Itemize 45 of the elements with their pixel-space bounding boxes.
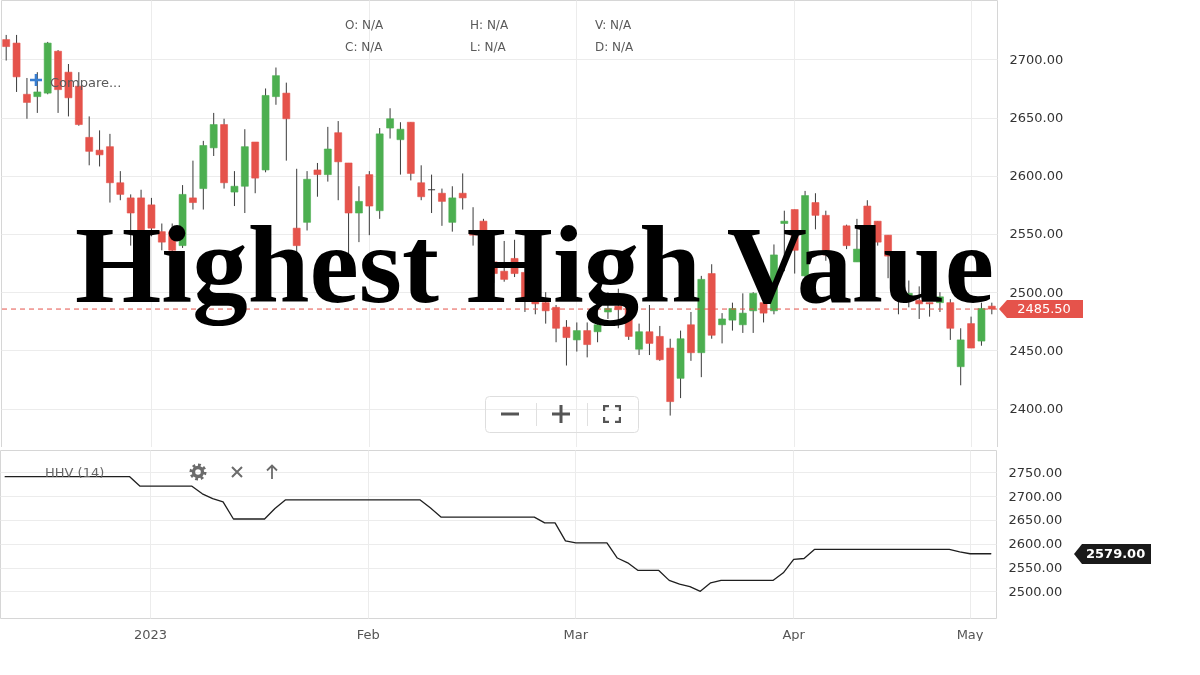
candlestick — [438, 188, 446, 227]
annotation: D: N/A — [595, 39, 634, 55]
candlestick — [189, 160, 197, 211]
candlestick — [33, 71, 42, 114]
candlestick — [396, 121, 405, 176]
candlestick — [95, 129, 104, 167]
y-tick-label: 2700.00 — [1009, 51, 1064, 67]
candlestick — [458, 172, 467, 211]
y-tick-label: 2500.00 — [1008, 583, 1063, 599]
candlestick — [209, 112, 218, 157]
y-tick-label: 2450.00 — [1009, 342, 1064, 358]
x-tick-label: Mar — [563, 626, 589, 642]
candlestick — [272, 67, 280, 106]
y-tick-label: 2650.00 — [1008, 512, 1063, 528]
y-tick-label: 2550.00 — [1009, 226, 1064, 242]
candlestick — [386, 107, 394, 140]
y-tick-label: 2400.00 — [1009, 401, 1064, 417]
candlestick — [313, 162, 322, 198]
annotation: V: N/A — [595, 17, 632, 33]
annotation: L: N/A — [470, 39, 506, 55]
y-tick-label: 2650.00 — [1009, 110, 1064, 126]
candlestick — [417, 164, 425, 201]
x-tick-label: Apr — [782, 626, 806, 642]
candlestick — [85, 115, 93, 166]
x-tick-label: 2023 — [133, 626, 167, 642]
y-tick-label: 2600.00 — [1008, 536, 1063, 552]
y-tick-label: 2600.00 — [1009, 168, 1064, 184]
candlestick — [158, 223, 166, 251]
x-tick-label: Feb — [356, 626, 380, 642]
annotation: O: N/A — [345, 17, 384, 33]
candlestick — [230, 170, 239, 207]
y-tick-label: 2750.00 — [1008, 464, 1063, 480]
y-tick-label: 2550.00 — [1008, 560, 1063, 576]
text: 2579.00 — [1074, 544, 1152, 564]
ref-line-label: 2485.50 — [1017, 301, 1071, 317]
candlestick — [656, 325, 664, 362]
y-tick-label: 2500.00 — [1009, 284, 1064, 300]
y-tick-label: 2700.00 — [1008, 488, 1063, 504]
annotation: C: N/A — [345, 39, 383, 55]
candlestick — [23, 77, 31, 120]
x-tick-label: May — [956, 626, 984, 642]
candlestick — [2, 34, 10, 62]
annotation: H: N/A — [470, 17, 509, 33]
candlestick — [116, 170, 125, 201]
line-series — [4, 476, 992, 592]
